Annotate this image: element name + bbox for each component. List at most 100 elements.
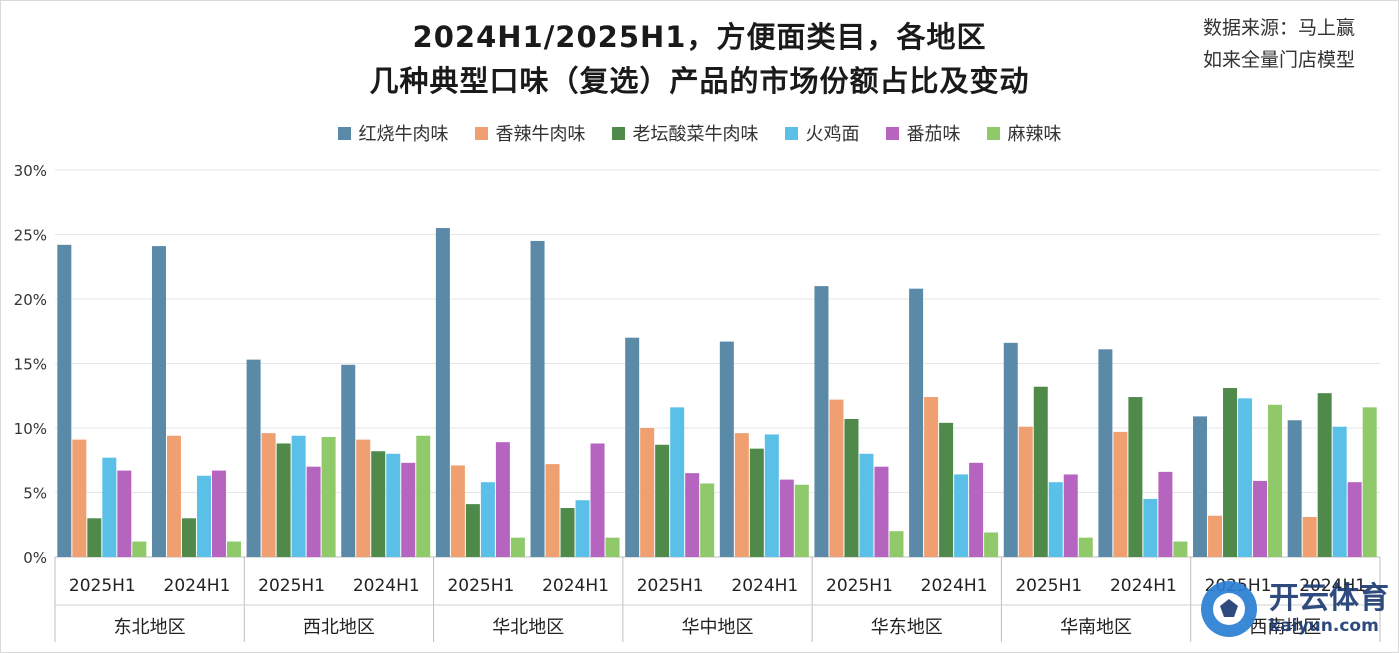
y-tick-label: 25% <box>14 227 47 245</box>
x-tick-label-period: 2025H1 <box>1015 576 1082 596</box>
x-tick-label-region: 华北地区 <box>492 617 564 638</box>
bar <box>306 466 321 557</box>
bar <box>909 288 924 557</box>
bar <box>984 532 999 557</box>
bar <box>560 507 575 557</box>
bar <box>640 428 655 557</box>
watermark-en: kaiyun.com <box>1269 615 1379 636</box>
bar <box>450 465 465 557</box>
bar <box>386 453 401 557</box>
x-tick-label-period: 2024H1 <box>1110 576 1177 596</box>
bar <box>1033 386 1048 557</box>
x-tick-label-region: 东北地区 <box>114 617 186 638</box>
bar <box>1302 517 1317 557</box>
bar <box>1253 480 1268 557</box>
x-tick-label-period: 2024H1 <box>164 576 231 596</box>
legend-item: 香辣牛肉味 <box>474 120 586 146</box>
chart-title-line1: 2024H1/2025H1，方便面类目，各地区 <box>412 20 987 54</box>
y-tick-label: 5% <box>23 485 47 503</box>
legend-swatch <box>885 126 899 140</box>
bar <box>87 518 102 557</box>
bar <box>196 475 211 557</box>
bar <box>181 518 196 557</box>
bar <box>480 482 495 557</box>
bar <box>814 286 829 557</box>
legend-item: 红烧牛肉味 <box>337 120 449 146</box>
bar <box>276 443 291 557</box>
bar <box>1113 431 1128 557</box>
bar <box>166 435 181 557</box>
y-tick-label: 0% <box>23 549 47 567</box>
bar <box>1098 349 1113 557</box>
bar <box>102 457 117 557</box>
bar <box>670 407 685 557</box>
watermark-cn: 开云体育 <box>1269 580 1389 616</box>
watermark-logo: 开云体育 kaiyun.com <box>1197 577 1389 641</box>
source-line2: 如来全量门店模型 <box>1202 49 1355 71</box>
legend-swatch <box>784 126 798 140</box>
legend-label: 火鸡面 <box>805 124 860 145</box>
x-tick-label-period: 2024H1 <box>731 576 798 596</box>
bar <box>685 473 700 557</box>
legend-label: 老坛酸菜牛肉味 <box>632 124 759 145</box>
x-tick-label-period: 2024H1 <box>542 576 609 596</box>
bar <box>416 435 431 557</box>
bar <box>226 541 241 557</box>
bar <box>132 541 147 557</box>
bar <box>151 246 166 558</box>
bar <box>1193 416 1208 557</box>
bar <box>625 337 640 557</box>
bar <box>465 504 480 557</box>
bar <box>356 439 371 557</box>
bar <box>889 531 904 557</box>
x-tick-label-period: 2024H1 <box>1299 576 1366 596</box>
bar <box>545 464 560 557</box>
bar <box>530 240 545 557</box>
bar <box>117 470 132 557</box>
bar <box>605 537 620 557</box>
bar <box>844 418 859 557</box>
bar <box>435 228 450 558</box>
bar <box>1223 388 1238 557</box>
bar <box>1317 393 1332 557</box>
y-tick-label: 15% <box>14 356 47 374</box>
x-tick-label-period: 2024H1 <box>353 576 420 596</box>
bar <box>1063 474 1078 557</box>
bar <box>1158 471 1173 557</box>
bar <box>1173 541 1188 557</box>
bar <box>1268 404 1283 557</box>
bar <box>700 483 715 557</box>
bar <box>939 422 954 557</box>
x-tick-label-region: 西北地区 <box>303 617 375 638</box>
x-tick-label-region: 西南地区 <box>1249 617 1321 638</box>
bar <box>764 434 779 557</box>
bar <box>495 442 510 557</box>
bar <box>1018 426 1033 557</box>
x-tick-label-region: 华中地区 <box>682 617 754 638</box>
y-tick-label: 30% <box>14 162 47 180</box>
bar <box>590 443 605 557</box>
x-tick-label-period: 2025H1 <box>637 576 704 596</box>
bar <box>655 444 670 557</box>
bar <box>829 399 844 557</box>
data-source-note: 数据来源：马上赢 如来全量门店模型 <box>1203 12 1355 76</box>
bar <box>341 364 356 557</box>
bar <box>1332 426 1347 557</box>
legend-swatch <box>337 126 351 140</box>
x-tick-label-period: 2024H1 <box>921 576 988 596</box>
legend-item: 老坛酸菜牛肉味 <box>611 120 759 146</box>
y-tick-label: 20% <box>14 291 47 309</box>
bar <box>749 448 764 557</box>
x-tick-label-period: 2025H1 <box>826 576 893 596</box>
bar <box>969 462 984 557</box>
bar <box>261 433 276 557</box>
bar <box>1128 397 1143 557</box>
bar <box>575 500 590 557</box>
bar <box>57 244 72 557</box>
legend-swatch <box>611 126 625 140</box>
bar <box>1347 482 1362 557</box>
legend-item: 番茄味 <box>885 120 961 146</box>
bar <box>321 437 336 557</box>
bar <box>1208 515 1223 557</box>
